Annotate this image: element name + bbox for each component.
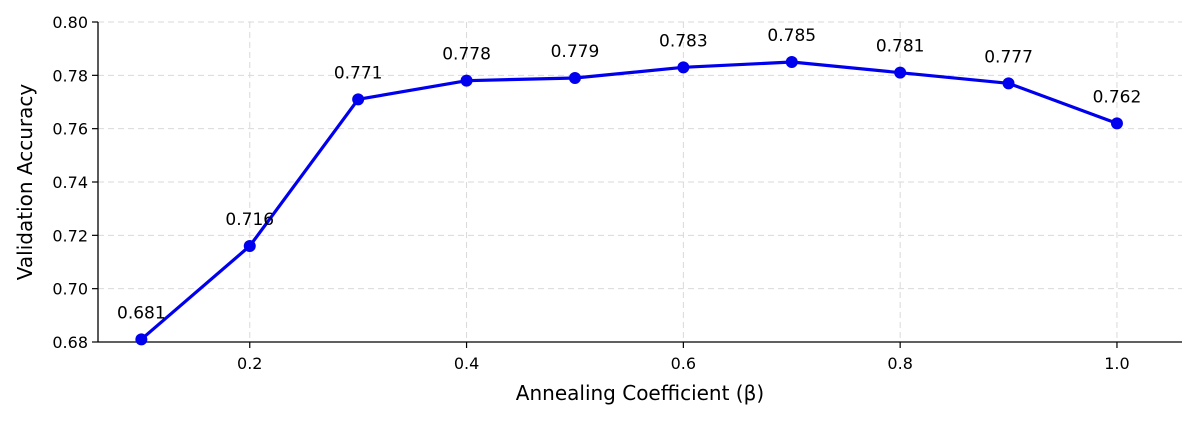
data-point bbox=[1110, 117, 1123, 130]
y-tick-label: 0.68 bbox=[52, 333, 88, 352]
y-tick-label: 0.72 bbox=[52, 226, 88, 245]
data-label: 0.762 bbox=[1093, 87, 1142, 107]
x-tick-label: 0.4 bbox=[454, 354, 479, 373]
data-point bbox=[785, 56, 798, 68]
data-point bbox=[894, 66, 907, 79]
series-line bbox=[140, 60, 1118, 341]
x-tick-label: 0.2 bbox=[237, 354, 262, 373]
y-tick-label: 0.78 bbox=[52, 66, 88, 85]
data-label: 0.781 bbox=[876, 37, 925, 57]
y-ticks: 0.68 0.70 0.72 0.74 0.76 0.78 0.80 bbox=[52, 13, 98, 352]
data-label: 0.778 bbox=[442, 45, 491, 65]
data-point bbox=[460, 74, 473, 87]
x-tick-label: 0.8 bbox=[887, 354, 912, 373]
x-axis-label: Annealing Coefficient (β) bbox=[516, 381, 764, 405]
y-tick-label: 0.76 bbox=[52, 120, 88, 139]
data-point bbox=[135, 333, 148, 346]
data-point bbox=[677, 61, 690, 74]
data-label: 0.785 bbox=[767, 26, 816, 46]
data-label: 0.783 bbox=[659, 31, 708, 51]
x-tick-label: 0.6 bbox=[671, 354, 696, 373]
data-label: 0.779 bbox=[551, 42, 600, 62]
data-point bbox=[1002, 77, 1015, 90]
y-tick-label: 0.70 bbox=[52, 280, 88, 299]
grid bbox=[98, 21, 1182, 343]
data-point bbox=[352, 93, 365, 106]
x-tick-label: 1.0 bbox=[1104, 354, 1129, 373]
data-labels: 0.681 0.716 0.771 0.778 0.779 0.783 0.785 0.781… bbox=[117, 26, 1141, 323]
series-group bbox=[135, 56, 1123, 346]
data-point bbox=[568, 72, 581, 84]
y-axis-label: Validation Accuracy bbox=[13, 84, 37, 281]
data-point bbox=[243, 240, 256, 252]
data-label: 0.771 bbox=[334, 63, 383, 83]
y-tick-label: 0.74 bbox=[52, 173, 88, 192]
data-label: 0.716 bbox=[225, 210, 274, 230]
data-label: 0.681 bbox=[117, 303, 166, 323]
y-tick-label: 0.80 bbox=[52, 13, 88, 32]
x-ticks: 0.2 0.4 0.6 0.8 1.0 bbox=[237, 342, 1130, 373]
data-label: 0.777 bbox=[984, 47, 1033, 67]
